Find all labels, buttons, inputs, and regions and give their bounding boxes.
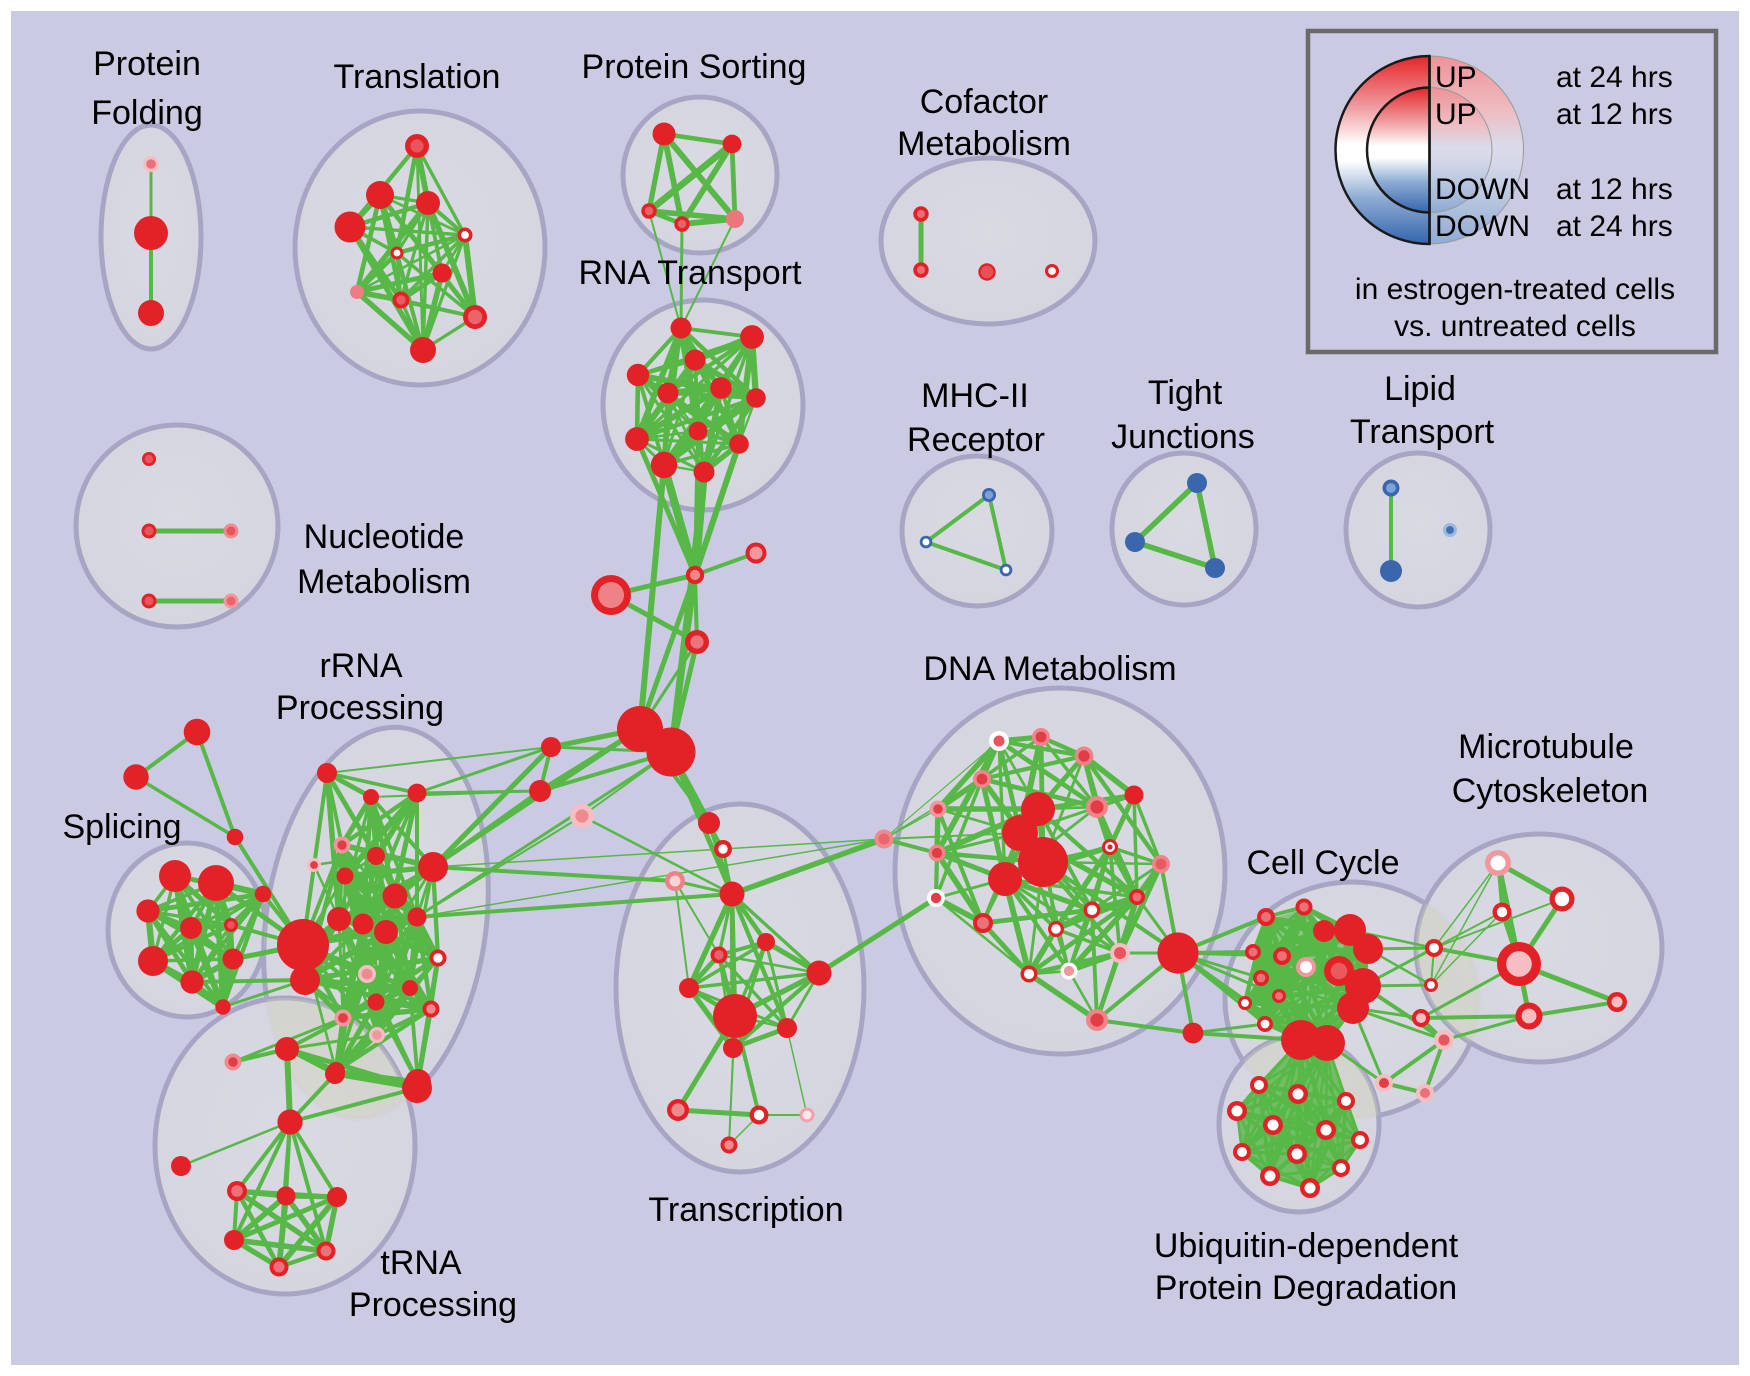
svg-text:Ubiquitin-dependent: Ubiquitin-dependent — [1154, 1227, 1459, 1265]
svg-text:Protein Degradation: Protein Degradation — [1155, 1269, 1457, 1307]
svg-text:Nucleotide: Nucleotide — [304, 518, 465, 556]
svg-text:at 24 hrs: at 24 hrs — [1556, 210, 1673, 243]
svg-text:at 12 hrs: at 12 hrs — [1556, 173, 1673, 206]
svg-text:UP: UP — [1435, 98, 1477, 131]
svg-text:MHC-II: MHC-II — [921, 377, 1029, 415]
svg-text:UP: UP — [1435, 61, 1477, 94]
svg-text:Splicing: Splicing — [62, 808, 181, 846]
svg-text:tRNA: tRNA — [380, 1244, 462, 1282]
svg-text:Translation: Translation — [334, 58, 501, 96]
svg-text:Cytoskeleton: Cytoskeleton — [1452, 772, 1649, 810]
svg-text:Processing: Processing — [349, 1286, 517, 1324]
svg-text:vs. untreated cells: vs. untreated cells — [1394, 310, 1636, 343]
svg-text:Junctions: Junctions — [1111, 418, 1255, 456]
svg-text:Tight: Tight — [1148, 374, 1223, 412]
svg-text:RNA Transport: RNA Transport — [579, 254, 803, 292]
svg-text:DOWN: DOWN — [1435, 210, 1530, 243]
svg-text:Cofactor: Cofactor — [920, 83, 1049, 121]
svg-text:Transport: Transport — [1350, 413, 1495, 451]
svg-text:Protein Sorting: Protein Sorting — [582, 48, 807, 86]
svg-text:Lipid: Lipid — [1384, 370, 1456, 408]
svg-text:in estrogen-treated cells: in estrogen-treated cells — [1355, 273, 1675, 306]
svg-text:at 24 hrs: at 24 hrs — [1556, 61, 1673, 94]
svg-text:Cell Cycle: Cell Cycle — [1246, 844, 1399, 882]
svg-text:DNA Metabolism: DNA Metabolism — [923, 650, 1176, 688]
svg-text:Metabolism: Metabolism — [897, 125, 1071, 163]
svg-text:Processing: Processing — [276, 689, 444, 727]
svg-text:rRNA: rRNA — [319, 647, 402, 685]
svg-text:Protein: Protein — [93, 45, 201, 83]
svg-text:Receptor: Receptor — [907, 421, 1045, 459]
svg-text:Folding: Folding — [91, 94, 203, 132]
svg-text:at 12 hrs: at 12 hrs — [1556, 98, 1673, 131]
svg-text:Microtubule: Microtubule — [1458, 728, 1634, 766]
svg-text:Metabolism: Metabolism — [297, 563, 471, 601]
svg-text:DOWN: DOWN — [1435, 173, 1530, 206]
svg-text:Transcription: Transcription — [648, 1191, 843, 1229]
